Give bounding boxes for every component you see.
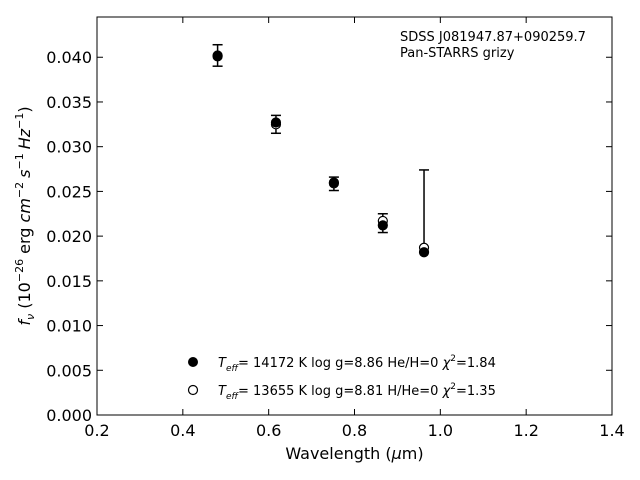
survey-annotation: Pan-STARRS grizy [400,46,515,61]
y-tick-label: 0.025 [46,182,92,201]
legend: Teff= 14172 K log g=8.86 He/H=0 χ2=1.84 … [187,354,496,402]
legend-entry-2: Teff= 13655 K log g=8.81 H/He=0 χ2=1.35 [218,382,496,402]
y-axis-label: fν (10−26 erg cm−2s−1Hz−1) [13,106,37,325]
x-tick-label: 0.4 [170,421,195,440]
y-tick-label: 0.040 [46,48,92,67]
filled-point [328,177,339,188]
filled-point [270,117,282,128]
x-tick-label: 0.6 [256,421,281,440]
x-tick-label: 0.2 [84,421,109,440]
y-tick-label: 0.020 [46,227,92,246]
x-axis-ticks: 0.2 0.4 0.6 0.8 1.0 1.2 1.4 [84,17,625,440]
x-tick-label: 1.4 [599,421,624,440]
y-tick-label: 0.000 [46,406,92,425]
x-axis-label: Wavelength (μm) [285,444,423,463]
x-tick-label: 1.0 [428,421,453,440]
legend-marker-open [187,384,199,396]
data-markers [212,50,430,258]
y-tick-label: 0.035 [46,93,92,112]
y-tick-label: 0.010 [46,317,92,336]
y-tick-label: 0.030 [46,138,92,157]
y-tick-label: 0.015 [46,272,92,291]
filled-point [377,220,388,231]
legend-marker-filled [188,357,198,367]
object-name-annotation: SDSS J081947.87+090259.7 [400,30,586,45]
legend-entry-1: Teff= 14172 K log g=8.86 He/H=0 χ2=1.84 [218,354,496,374]
filled-point [212,51,223,62]
x-tick-label: 0.8 [342,421,367,440]
plot-area [96,16,613,416]
y-axis-ticks: 0.000 0.005 0.010 0.015 0.020 0.025 0.030 0.035… [46,48,612,425]
x-tick-label: 1.2 [513,421,538,440]
filled-point [418,247,430,258]
y-tick-label: 0.005 [46,361,92,380]
